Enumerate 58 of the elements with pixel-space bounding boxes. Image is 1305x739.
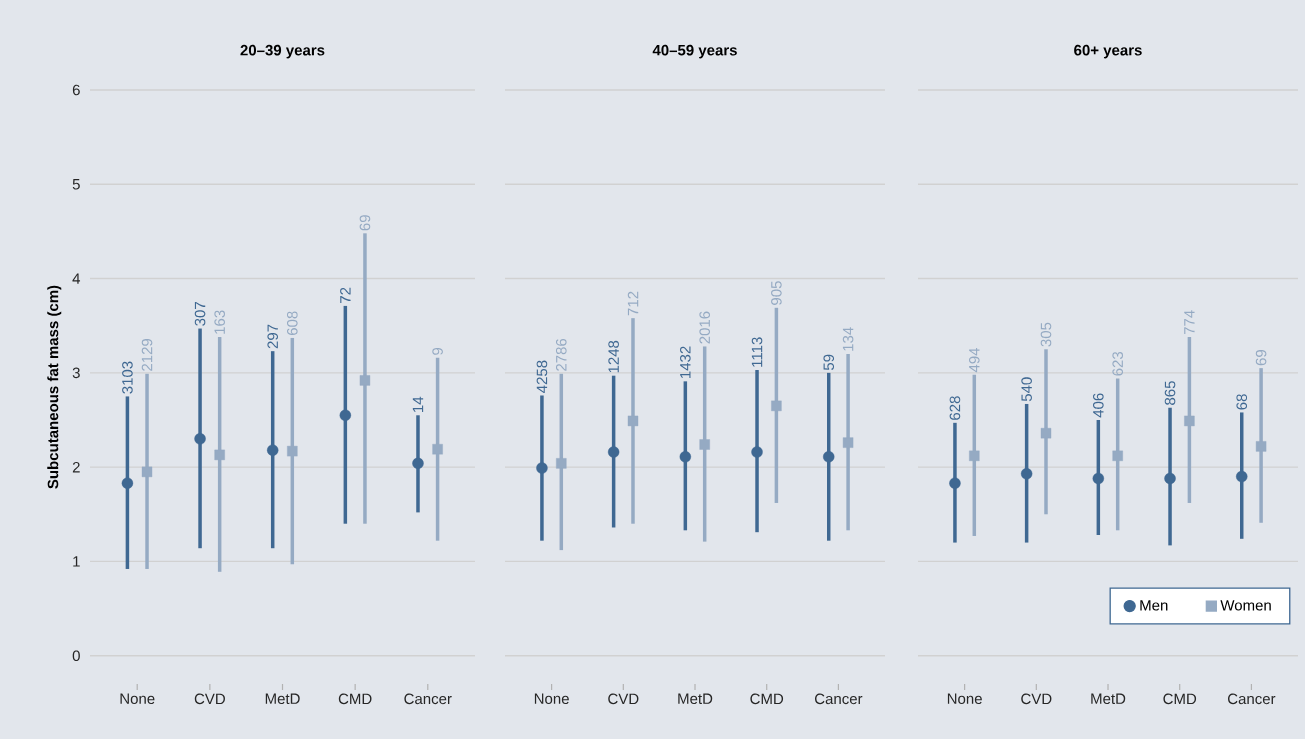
annotation: 712 <box>627 291 639 316</box>
x-tick-label: None <box>120 693 155 704</box>
y-tick-label: 6 <box>72 84 80 96</box>
annotation: 406 <box>1093 393 1104 418</box>
y-tick-label: 2 <box>72 461 80 473</box>
annotation: 4258 <box>536 360 548 393</box>
annotation: 623 <box>1112 351 1123 376</box>
annotation: 608 <box>287 311 298 335</box>
annotation: 14 <box>412 396 424 412</box>
chart-title: 40–59 years <box>652 44 737 59</box>
x-tick-label: CVD <box>1021 693 1052 705</box>
annotation: 905 <box>771 281 782 305</box>
annotation: 865 <box>1164 381 1176 405</box>
x-tick-label: CVD <box>608 693 639 705</box>
x-tick-label: Cancer <box>815 693 863 705</box>
annotation: 69 <box>1255 349 1267 366</box>
x-tick-label: Cancer <box>1228 693 1276 705</box>
annotation: 9 <box>432 347 443 355</box>
annotation: 1113 <box>751 337 763 367</box>
annotation: 69 <box>359 215 371 231</box>
annotation: 72 <box>340 287 351 303</box>
legend-label: Men <box>1140 600 1168 611</box>
x-tick-label: MetD <box>678 693 713 704</box>
x-tick-label: Cancer <box>404 693 452 705</box>
annotation: 59 <box>823 354 835 371</box>
annotation: 2016 <box>699 311 710 344</box>
y-tick-label: 1 <box>73 556 80 567</box>
y-tick-label: 3 <box>72 367 80 379</box>
x-tick-label: None <box>534 693 569 704</box>
annotation: 628 <box>949 396 961 420</box>
x-tick-label: CMD <box>750 693 784 705</box>
annotation: 297 <box>267 324 278 349</box>
annotation: 3103 <box>122 361 133 394</box>
y-tick-label: 5 <box>72 179 80 190</box>
y-tick-label: 0 <box>72 650 80 662</box>
annotation: 68 <box>1236 394 1248 410</box>
annotation: 163 <box>214 310 225 334</box>
annotation: 774 <box>1184 310 1195 335</box>
x-tick-label: MetD <box>265 693 300 704</box>
y-tick-label: 4 <box>72 273 81 284</box>
annotation: 540 <box>1021 377 1032 402</box>
annotation: 307 <box>194 302 206 326</box>
x-tick-label: MetD <box>1091 693 1126 704</box>
x-tick-label: None <box>947 693 982 704</box>
x-tick-label: CVD <box>194 693 225 705</box>
chart-title: 20–39 years <box>240 44 325 59</box>
x-tick-label: CMD <box>338 693 372 705</box>
annotation: 494 <box>968 347 980 373</box>
x-tick-label: CMD <box>1163 693 1197 705</box>
annotation: 305 <box>1040 322 1052 347</box>
y-axis-title: Subcutaneous fat mass (cm) <box>47 285 62 489</box>
annotation: 2129 <box>141 338 153 371</box>
annotation: 1432 <box>680 346 691 378</box>
annotation: 1248 <box>608 340 619 373</box>
annotation: 2786 <box>555 338 567 371</box>
annotation: 134 <box>842 327 854 351</box>
chart-title: 60+ years <box>1074 44 1142 59</box>
legend-label: Women <box>1220 600 1271 611</box>
